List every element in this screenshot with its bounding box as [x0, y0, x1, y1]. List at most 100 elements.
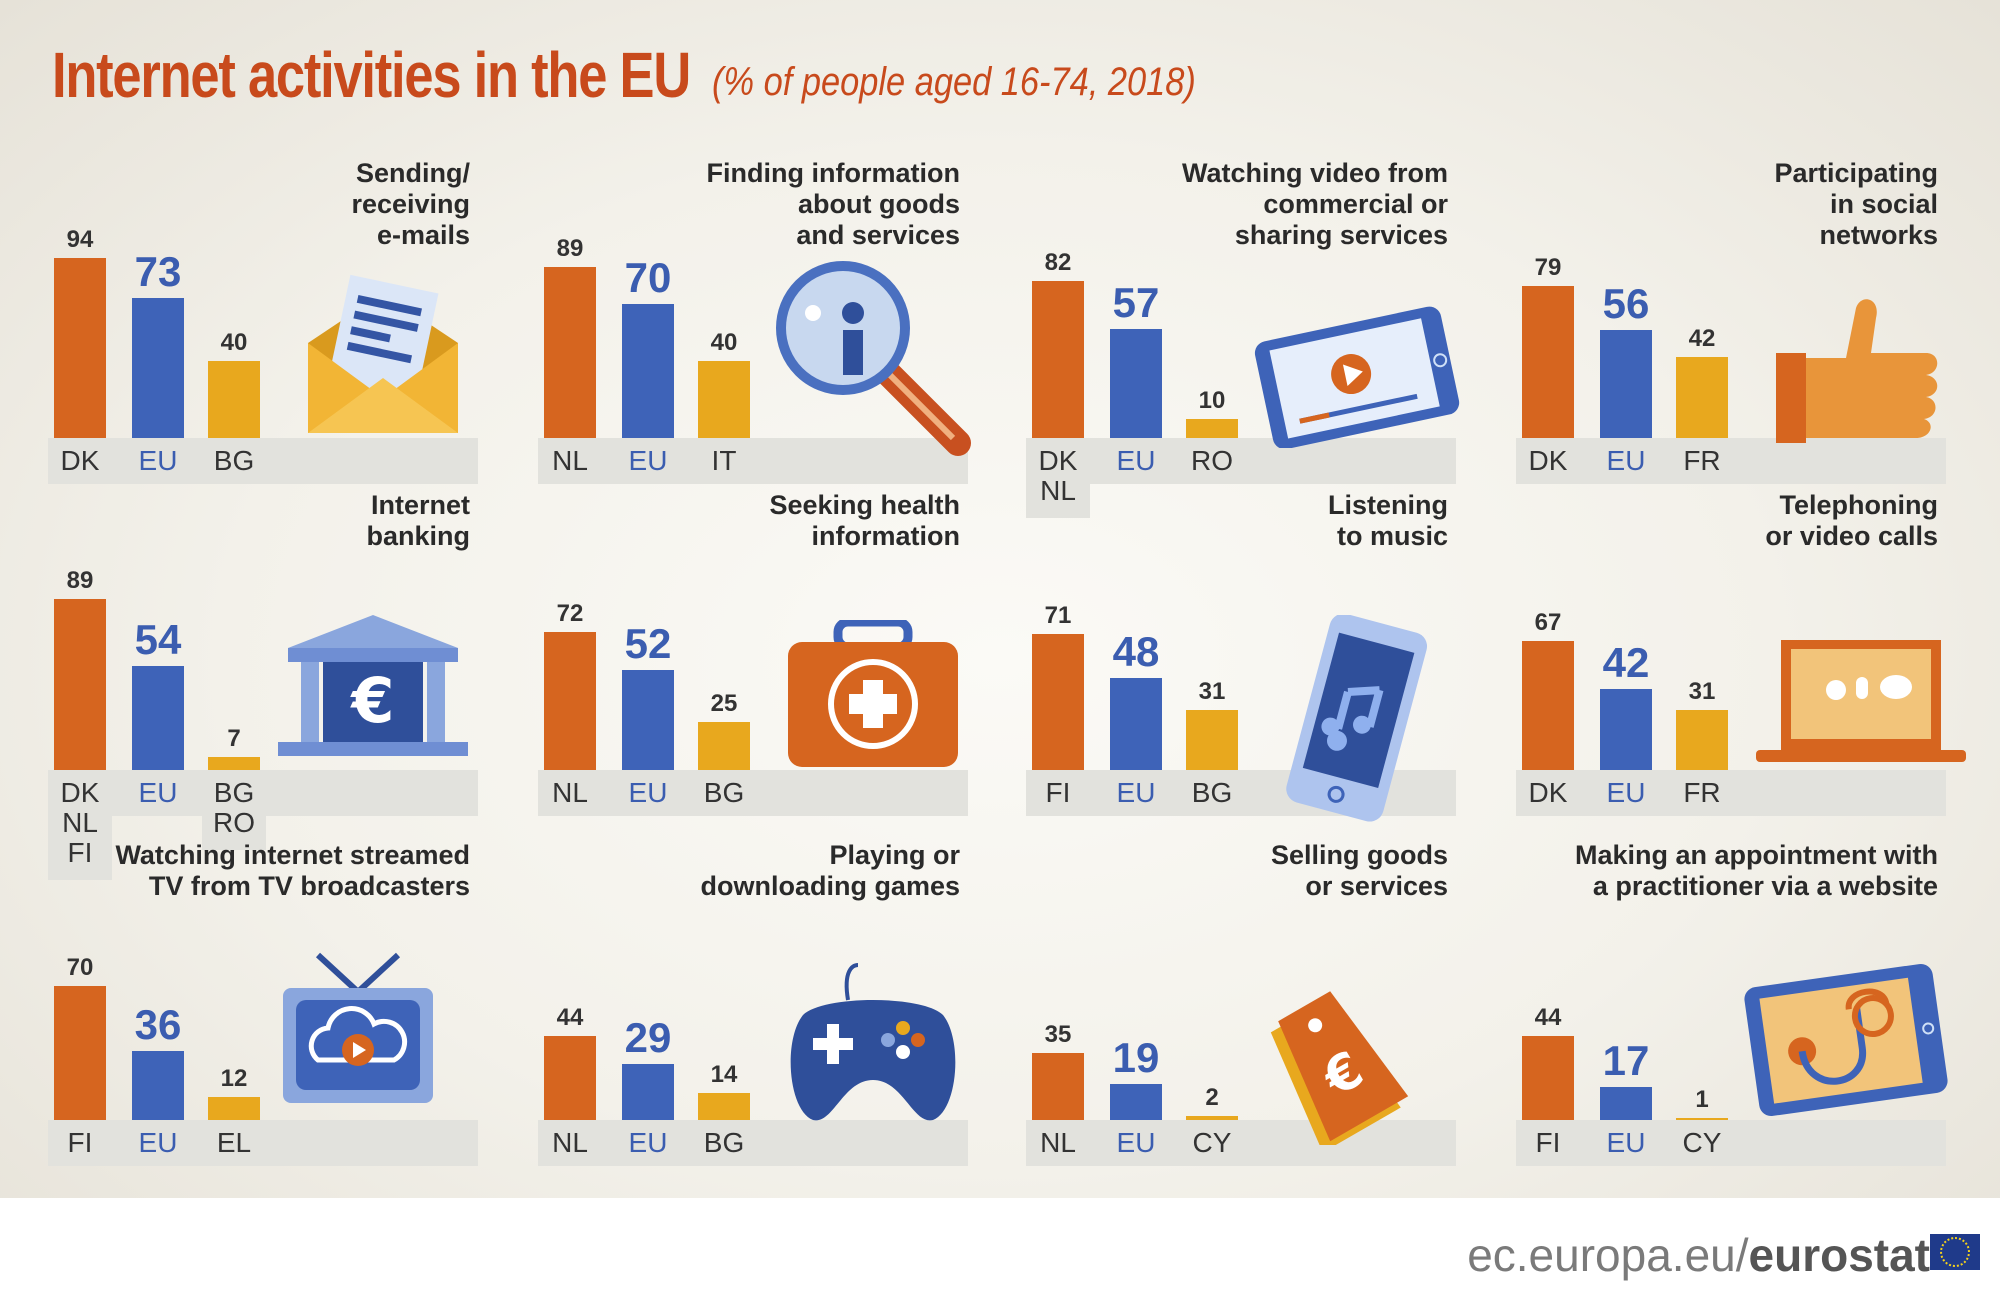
chart-panel: Participating in social networks 79 DK 56 EU…: [1516, 158, 1946, 488]
bar-bg: [208, 756, 260, 770]
chart-baseline: [48, 1120, 478, 1166]
chart-title: Making an appointment with a practitione…: [1575, 840, 1938, 901]
data-label: 40: [220, 329, 248, 357]
chart-title: Sending/ receiving e-mails: [351, 158, 470, 250]
chart-baseline: [1516, 438, 1946, 484]
chart-baseline: [538, 1120, 968, 1166]
chart-panel: € Internet banking 89 DK NL FI 54 EU 7 BG RO: [48, 490, 478, 880]
data-label: 70: [66, 953, 94, 981]
chart-title: Playing or downloading games: [700, 840, 960, 901]
data-label: 44: [556, 1003, 584, 1031]
chart-baseline: [1516, 770, 1946, 816]
country-label: NL: [1040, 1127, 1076, 1158]
footer-source[interactable]: ec.europa.eu/eurostat: [1467, 1228, 1930, 1282]
country-label: EU: [1606, 445, 1646, 476]
country-label: BG RO: [213, 777, 255, 838]
eu-flag-icon: [1930, 1234, 1980, 1270]
chart-panel: € Selling goods or services 35 NL 19 EU 2 CY: [1026, 840, 1456, 1170]
country-label: NL: [552, 445, 588, 476]
data-label: 36: [134, 1000, 182, 1048]
country-label: DK NL: [1038, 445, 1078, 506]
chart-baseline: [1516, 1120, 1946, 1166]
bar-dk: [54, 599, 106, 770]
data-label: 79: [1534, 254, 1562, 282]
country-label: DK: [60, 445, 100, 476]
country-label: BG: [213, 445, 255, 476]
data-label: 29: [624, 1014, 672, 1062]
bar-cy: [1676, 1118, 1728, 1120]
bar-eu: [1600, 689, 1652, 770]
chart-baseline: [538, 770, 968, 816]
bar-nl: [544, 1035, 596, 1120]
gamepad-icon: [790, 963, 956, 1121]
chart-baseline: [1026, 438, 1456, 484]
bar-eu: [1110, 677, 1162, 770]
data-label: 57: [1112, 278, 1160, 326]
footer-site: ec.europa.eu/: [1467, 1229, 1749, 1281]
data-label: 2: [1205, 1084, 1219, 1112]
data-label: 19: [1112, 1033, 1160, 1081]
country-label: DK: [1528, 445, 1568, 476]
data-label: 73: [134, 247, 182, 295]
chart-title: Seeking health information: [769, 490, 960, 551]
bar-nl: [544, 267, 596, 438]
bar-eu: [1600, 330, 1652, 438]
data-label: 10: [1198, 386, 1226, 414]
chart-panel: Playing or downloading games 44 NL 29 EU 14 BG: [538, 840, 968, 1170]
country-label: EU: [1606, 777, 1646, 808]
chart-title: Finding information about goods and serv…: [706, 158, 960, 250]
country-label: EU: [1116, 1127, 1156, 1158]
bar-eu: [132, 666, 184, 770]
data-label: 31: [1688, 678, 1716, 706]
chart-panel: Finding information about goods and serv…: [538, 158, 971, 488]
country-label: FR: [1683, 777, 1721, 808]
data-label: 70: [624, 253, 672, 301]
bank-euro-icon: €: [278, 615, 468, 756]
data-label: 48: [1112, 627, 1160, 675]
tablet-video-icon: [1254, 306, 1460, 448]
bar-ro: [1186, 418, 1238, 438]
country-label: EU: [628, 445, 668, 476]
first-aid-kit-icon: [788, 620, 958, 767]
country-label: EU: [1116, 777, 1156, 808]
bar-el: [208, 1096, 260, 1120]
country-label: CY: [1192, 1127, 1232, 1158]
data-label: 42: [1688, 325, 1716, 353]
title-subtitle: (% of people aged 16-74, 2018): [712, 60, 1196, 104]
tablet-stethoscope-icon: [1744, 963, 1948, 1117]
bar-eu: [132, 1050, 184, 1120]
chart-panel: Telephoning or video calls 67 DK 42 EU 31 FR: [1516, 490, 1966, 820]
data-label: 35: [1044, 1020, 1072, 1048]
page-title: Internet activities in the EU (% of peop…: [52, 38, 1196, 112]
country-label: EU: [628, 777, 668, 808]
country-label: EU: [138, 1127, 178, 1158]
country-label: EU: [138, 445, 178, 476]
bar-fi: [54, 985, 106, 1120]
data-label: 42: [1602, 639, 1650, 687]
chart-title: Watching video from commercial or sharin…: [1181, 158, 1448, 250]
bar-dk: [1522, 641, 1574, 770]
bar-dk: [1522, 286, 1574, 438]
bar-eu: [622, 670, 674, 770]
country-label: FR: [1683, 445, 1721, 476]
country-label: EU: [1116, 445, 1156, 476]
data-label: 12: [220, 1064, 248, 1092]
bar-fi: [1522, 1035, 1574, 1120]
data-label: 89: [66, 567, 94, 595]
bar-dk: [1032, 280, 1084, 438]
chart-baseline: [48, 770, 478, 816]
bar-bg: [698, 722, 750, 770]
country-label: EU: [1606, 1127, 1646, 1158]
bar-fi: [1032, 633, 1084, 770]
email-envelope-icon: [308, 274, 458, 433]
chart-baseline: [538, 438, 968, 484]
country-label-box: [1026, 484, 1090, 518]
chart-title: Watching internet streamed TV from TV br…: [115, 840, 470, 901]
country-label-box: [202, 816, 266, 850]
data-label: 17: [1602, 1037, 1650, 1085]
country-label: DK: [1528, 777, 1568, 808]
bar-eu: [1110, 1083, 1162, 1120]
country-label: IT: [711, 445, 737, 476]
country-label: NL: [552, 777, 588, 808]
magnifier-info-icon: [776, 261, 971, 456]
